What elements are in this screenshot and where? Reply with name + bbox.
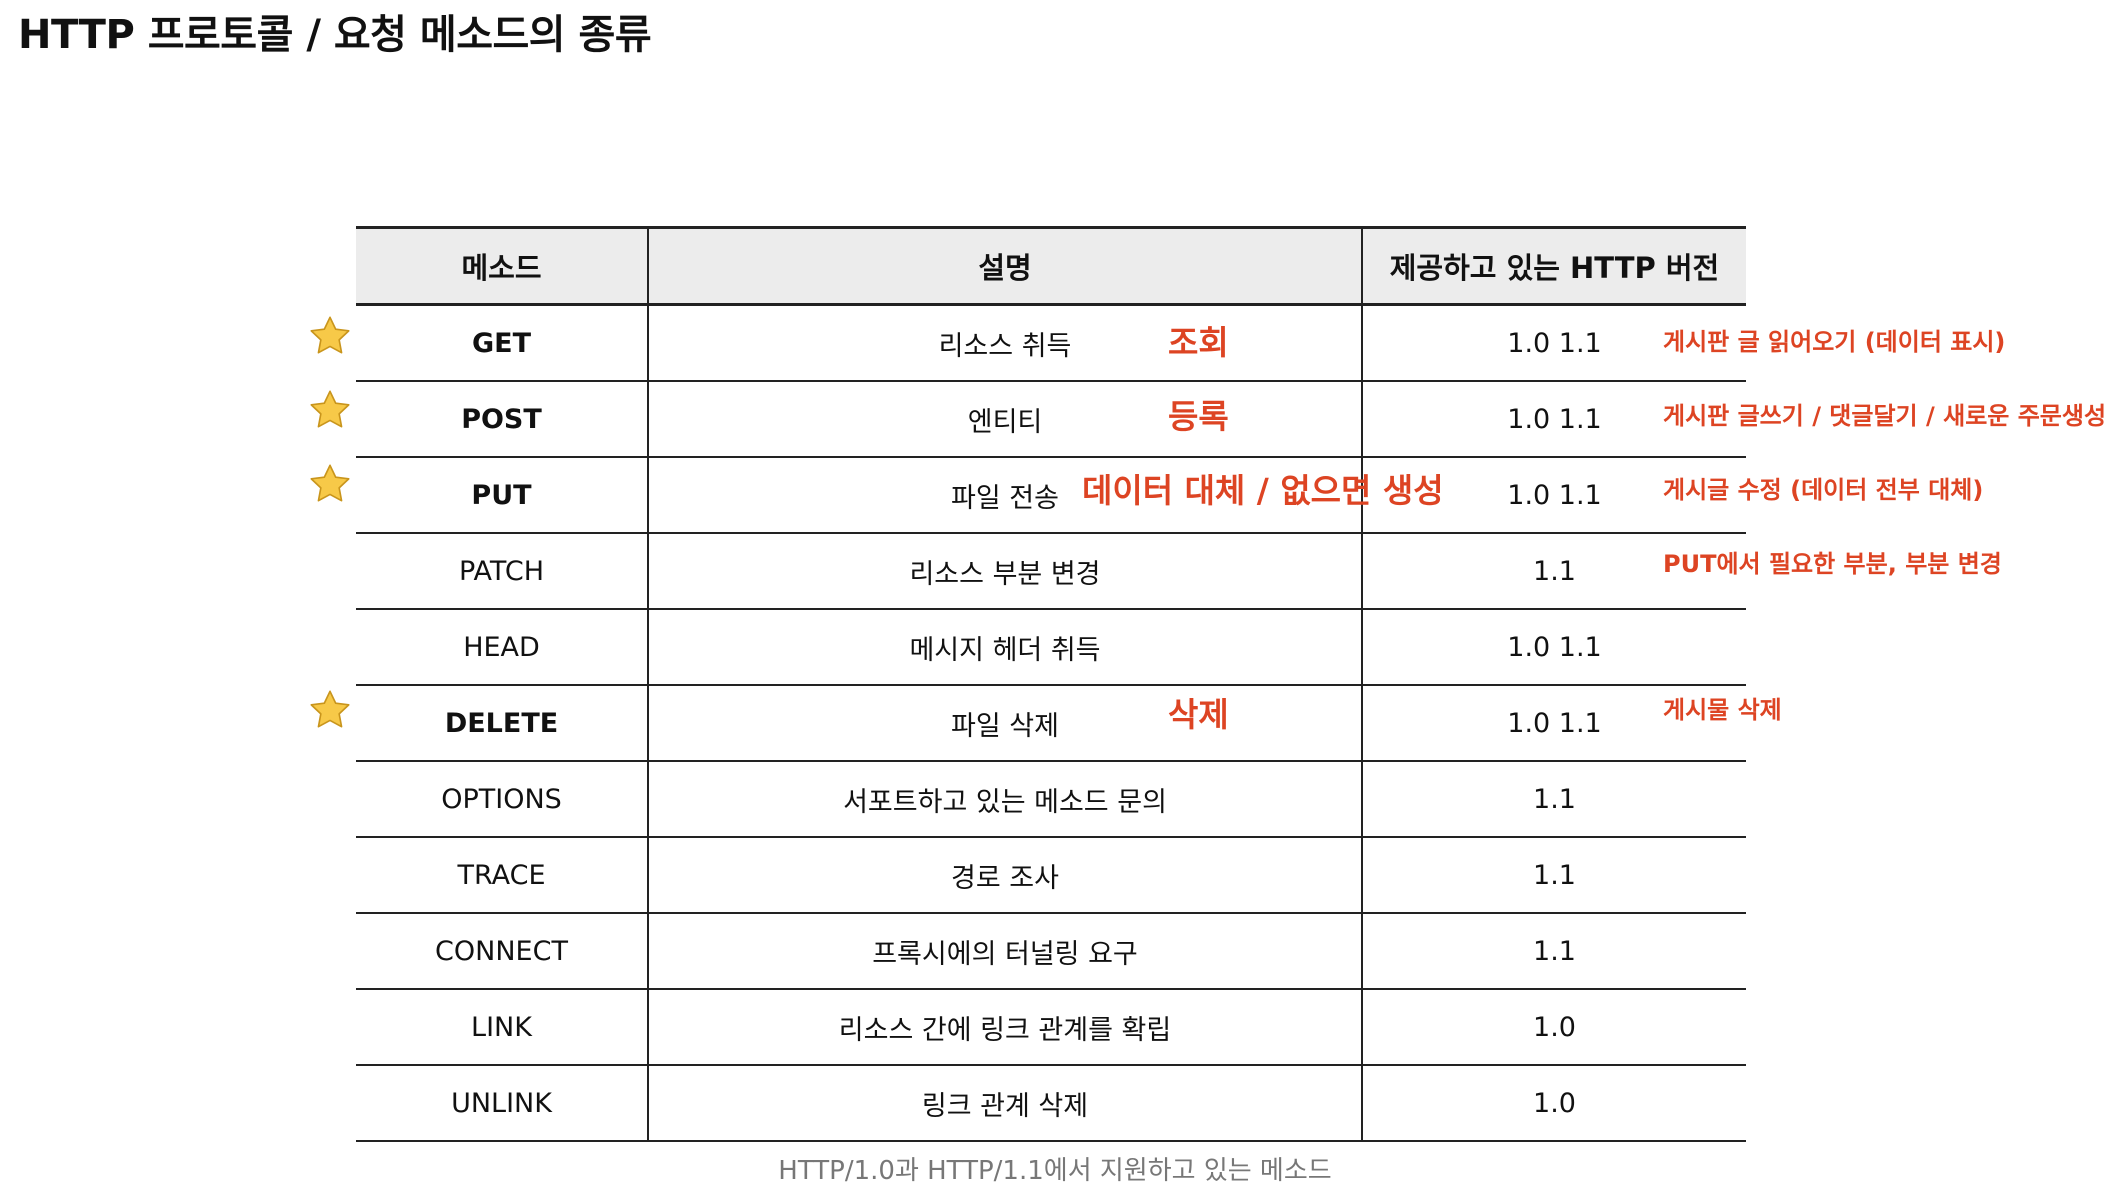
- header-method: 메소드: [356, 226, 649, 306]
- star-icon: [308, 314, 352, 358]
- description-cell: 엔티티: [648, 381, 1363, 458]
- method-cell: TRACE: [356, 837, 649, 914]
- get-note-annotation: 게시판 글 읽어오기 (데이터 표시): [1663, 328, 2006, 356]
- version-cell: 1.0 1.1: [1362, 457, 1746, 534]
- put-note-annotation: 게시글 수정 (데이터 전부 대체): [1663, 476, 1984, 504]
- description-cell: 파일 삭제: [648, 685, 1363, 762]
- version-cell: 1.1: [1362, 533, 1746, 610]
- star-icon: [308, 462, 352, 506]
- table-row: LINK 리소스 간에 링크 관계를 확립 1.0: [356, 989, 1746, 1066]
- method-cell: GET: [356, 304, 649, 382]
- header-description: 설명: [648, 226, 1363, 306]
- method-cell: UNLINK: [356, 1065, 649, 1142]
- description-cell: 메시지 헤더 취득: [648, 609, 1363, 686]
- page-title: HTTP 프로토콜 / 요청 메소드의 종류: [18, 12, 652, 58]
- method-cell: OPTIONS: [356, 761, 649, 838]
- header-http-version: 제공하고 있는 HTTP 버전: [1362, 226, 1746, 306]
- description-cell: 링크 관계 삭제: [648, 1065, 1363, 1142]
- method-cell: DELETE: [356, 685, 649, 762]
- delete-note-annotation: 게시물 삭제: [1663, 696, 1782, 724]
- version-cell: 1.1: [1362, 761, 1746, 838]
- description-cell: 리소스 간에 링크 관계를 확립: [648, 989, 1363, 1066]
- table-row: UNLINK 링크 관계 삭제 1.0: [356, 1065, 1746, 1142]
- table-row: GET 리소스 취득 1.0 1.1: [356, 304, 1746, 382]
- method-cell: PUT: [356, 457, 649, 534]
- post-action-annotation: 등록: [1168, 397, 1229, 436]
- version-cell: 1.0 1.1: [1362, 304, 1746, 382]
- http-methods-table: 메소드 설명 제공하고 있는 HTTP 버전 GET 리소스 취득 1.0 1.…: [356, 226, 1746, 1142]
- table-row: POST 엔티티 1.0 1.1: [356, 381, 1746, 458]
- version-cell: 1.1: [1362, 837, 1746, 914]
- version-cell: 1.1: [1362, 913, 1746, 990]
- method-cell: PATCH: [356, 533, 649, 610]
- version-cell: 1.0: [1362, 989, 1746, 1066]
- star-icon: [308, 388, 352, 432]
- table-row: OPTIONS 서포트하고 있는 메소드 문의 1.1: [356, 761, 1746, 838]
- method-cell: POST: [356, 381, 649, 458]
- table-row: PATCH 리소스 부분 변경 1.1: [356, 533, 1746, 610]
- version-cell: 1.0 1.1: [1362, 609, 1746, 686]
- table-caption: HTTP/1.0과 HTTP/1.1에서 지원하고 있는 메소드: [778, 1156, 1332, 1186]
- star-icon: [308, 688, 352, 732]
- version-cell: 1.0: [1362, 1065, 1746, 1142]
- delete-action-annotation: 삭제: [1168, 695, 1229, 734]
- table-header-row: 메소드 설명 제공하고 있는 HTTP 버전: [356, 226, 1746, 306]
- version-cell: 1.0 1.1: [1362, 381, 1746, 458]
- table-row: DELETE 파일 삭제 1.0 1.1: [356, 685, 1746, 762]
- post-note-annotation: 게시판 글쓰기 / 댓글달기 / 새로운 주문생성: [1663, 402, 2107, 430]
- table-row: CONNECT 프록시에의 터널링 요구 1.1: [356, 913, 1746, 990]
- description-cell: 리소스 부분 변경: [648, 533, 1363, 610]
- description-cell: 리소스 취득: [648, 304, 1363, 382]
- method-cell: LINK: [356, 989, 649, 1066]
- description-cell: 프록시에의 터널링 요구: [648, 913, 1363, 990]
- description-cell: 파일 전송: [648, 457, 1363, 534]
- version-cell: 1.0 1.1: [1362, 685, 1746, 762]
- put-action-annotation: 데이터 대체 / 없으면 생성: [1082, 471, 1444, 510]
- method-cell: HEAD: [356, 609, 649, 686]
- table-row: TRACE 경로 조사 1.1: [356, 837, 1746, 914]
- description-cell: 서포트하고 있는 메소드 문의: [648, 761, 1363, 838]
- table-row: HEAD 메시지 헤더 취득 1.0 1.1: [356, 609, 1746, 686]
- description-cell: 경로 조사: [648, 837, 1363, 914]
- method-cell: CONNECT: [356, 913, 649, 990]
- table-row: PUT 파일 전송 1.0 1.1: [356, 457, 1746, 534]
- get-action-annotation: 조회: [1168, 323, 1229, 362]
- patch-note-annotation: PUT에서 필요한 부분, 부분 변경: [1663, 550, 2002, 578]
